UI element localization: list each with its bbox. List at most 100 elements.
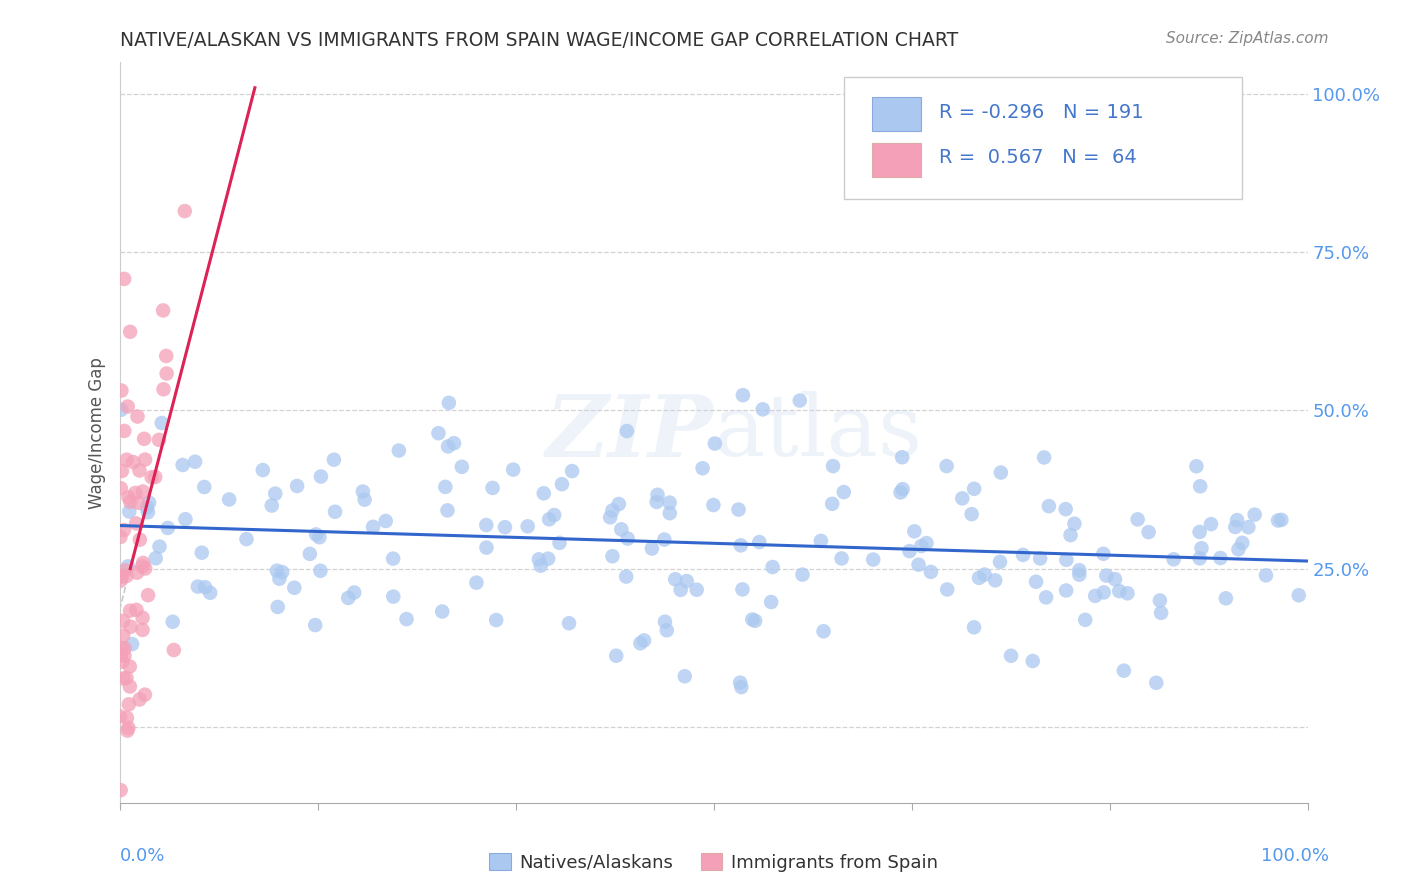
Point (124, 486, 146, 500)
Point (112, 523, 135, 537)
Point (821, 459, 844, 474)
Point (193, 480, 215, 494)
Point (110, 783, 132, 797)
Point (898, 544, 921, 558)
Point (675, 574, 697, 588)
Point (1069, 567, 1091, 582)
Point (115, 452, 138, 467)
Point (1012, 548, 1035, 562)
Point (984, 574, 1007, 588)
Point (633, 633, 655, 648)
Point (605, 648, 627, 663)
Point (1226, 513, 1249, 527)
Point (832, 485, 855, 500)
Point (174, 512, 197, 526)
Point (156, 367, 179, 381)
Point (551, 477, 574, 491)
Point (810, 533, 832, 548)
Point (127, 409, 149, 424)
Point (935, 459, 957, 474)
Point (112, 424, 135, 438)
Point (1116, 586, 1139, 600)
Point (118, 698, 141, 712)
Point (647, 488, 669, 502)
Point (110, 530, 132, 544)
Point (602, 503, 624, 517)
Point (1038, 499, 1060, 513)
Point (990, 466, 1012, 480)
Point (395, 612, 418, 626)
Point (252, 463, 274, 477)
Point (602, 549, 624, 564)
Point (610, 522, 633, 536)
Point (121, 637, 143, 651)
Point (973, 567, 995, 582)
Point (125, 603, 148, 617)
Point (960, 507, 983, 521)
Point (655, 624, 678, 638)
Point (430, 605, 453, 619)
Point (266, 564, 288, 578)
Point (260, 499, 283, 513)
Text: NATIVE/ALASKAN VS IMMIGRANTS FROM SPAIN WAGE/INCOME GAP CORRELATION CHART: NATIVE/ALASKAN VS IMMIGRANTS FROM SPAIN … (120, 31, 957, 50)
Point (910, 539, 932, 553)
Point (645, 495, 668, 509)
Point (903, 524, 925, 539)
Point (374, 514, 396, 528)
Point (337, 591, 360, 605)
Point (117, 400, 139, 414)
Text: 0.0%: 0.0% (120, 847, 165, 865)
Point (108, 709, 131, 723)
Point (120, 620, 142, 634)
Point (789, 393, 811, 408)
Point (1188, 551, 1211, 566)
Point (108, 574, 131, 588)
Point (309, 564, 332, 578)
Point (533, 486, 555, 500)
Point (731, 582, 754, 597)
Point (891, 482, 914, 496)
Point (143, 470, 166, 484)
Point (748, 535, 770, 549)
Point (308, 530, 330, 544)
Point (152, 382, 174, 396)
Point (1199, 517, 1222, 532)
Point (112, 272, 135, 286)
Point (323, 505, 346, 519)
Point (388, 443, 411, 458)
Point (654, 615, 676, 629)
Point (298, 547, 321, 561)
Point (831, 551, 853, 566)
Point (967, 571, 990, 585)
Text: R =  0.567   N =  64: R = 0.567 N = 64 (939, 148, 1137, 167)
Point (744, 614, 766, 628)
Point (117, 723, 139, 738)
Point (437, 439, 460, 453)
Text: Source: ZipAtlas.com: Source: ZipAtlas.com (1166, 31, 1329, 46)
Point (136, 505, 159, 519)
Point (1237, 520, 1260, 534)
Point (1092, 585, 1115, 599)
Point (616, 424, 638, 438)
Point (322, 452, 344, 467)
Point (148, 540, 170, 554)
Point (527, 552, 550, 566)
Point (443, 436, 465, 450)
Point (1270, 513, 1292, 527)
Point (120, 604, 142, 618)
Point (1112, 664, 1135, 678)
Point (762, 560, 785, 574)
Point (115, 671, 138, 685)
Point (145, 551, 167, 566)
Point (614, 569, 637, 583)
Point (741, 612, 763, 626)
Point (891, 450, 914, 465)
Point (1243, 508, 1265, 522)
Point (163, 643, 186, 657)
Point (112, 672, 135, 686)
Point (1185, 459, 1208, 474)
Point (907, 558, 929, 572)
Point (1137, 525, 1160, 540)
Point (792, 567, 814, 582)
Point (730, 680, 752, 694)
